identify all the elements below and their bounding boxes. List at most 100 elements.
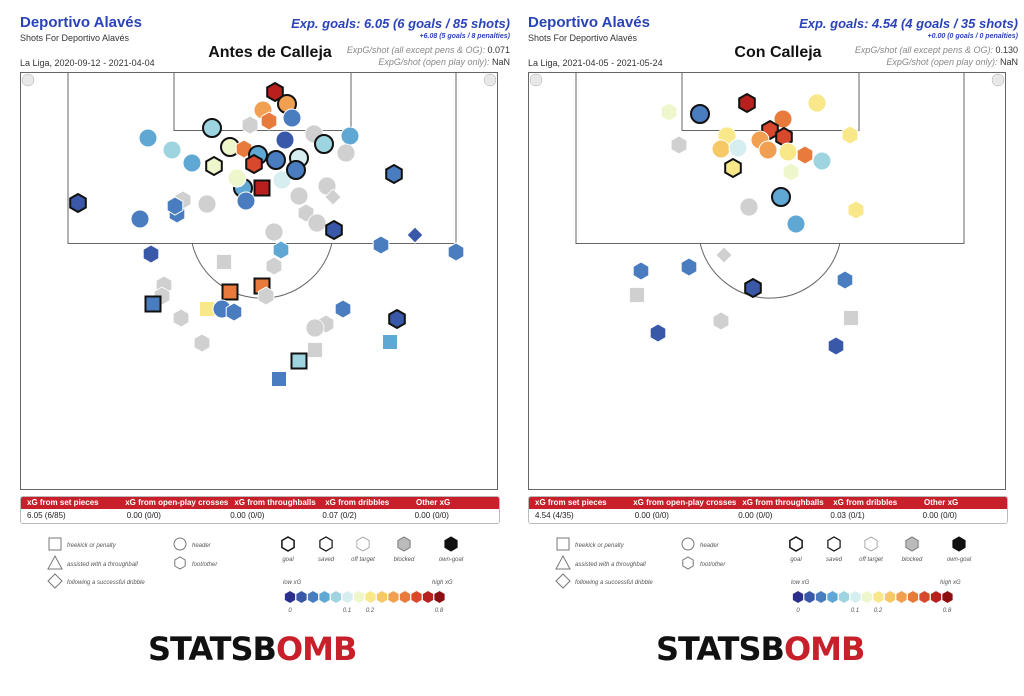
shot-marker <box>216 254 232 270</box>
shot-marker <box>771 187 791 207</box>
legend-scale-swatch <box>295 590 308 604</box>
legend-scale-swatch <box>907 590 919 604</box>
legend-outcome-saved <box>827 536 841 552</box>
shot-marker <box>782 162 800 182</box>
chart-subtitle: Shots For Deportivo Alavés <box>528 33 638 43</box>
shot-marker <box>182 153 202 173</box>
legend-scale-tick: 0.1 <box>851 608 859 614</box>
shot-marker <box>282 108 302 128</box>
legend-scale-swatch <box>861 590 873 604</box>
legend-diamond <box>47 573 63 589</box>
shot-marker <box>324 188 342 206</box>
panel-title: Antes de Calleja <box>208 44 332 61</box>
shot-marker <box>264 222 284 242</box>
legend-scale-swatch <box>341 590 354 604</box>
legend-square <box>48 537 62 551</box>
shot-marker <box>225 302 243 322</box>
legend-hex <box>174 556 186 570</box>
shot-marker <box>812 151 832 171</box>
shot-marker <box>272 240 290 260</box>
legend-shape-label: foot/other <box>700 562 726 568</box>
shot-marker <box>336 143 356 163</box>
shot-marker <box>715 246 733 264</box>
table-cell: 0.00 (0/0) <box>230 511 265 520</box>
shot-marker <box>649 323 667 343</box>
shot-marker <box>130 209 150 229</box>
shot-marker <box>796 145 814 165</box>
legend-low-label: low xG <box>791 580 810 586</box>
legend-outcome-label: saved <box>826 557 843 563</box>
statsbomb-logo: STATSBOMB <box>148 630 357 668</box>
shot-marker <box>199 301 215 317</box>
shot-marker <box>385 163 403 185</box>
panel-title: Con Calleja <box>734 44 822 61</box>
legend-shape-label: assisted with a throughball <box>67 562 138 568</box>
legend-outcome-own-goal <box>444 536 458 552</box>
shot-marker <box>738 92 756 114</box>
expg-open-label: ExpG/shot (open play only): <box>886 57 998 67</box>
legend-scale-tick: 0.2 <box>366 608 375 614</box>
legend-scale-swatch <box>918 590 931 604</box>
shot-marker <box>286 160 306 180</box>
shot-marker <box>406 226 424 244</box>
season-range: La Liga, 2020-09-12 - 2021-04-04 <box>20 58 155 68</box>
table-cell: 0.00 (0/0) <box>414 511 449 520</box>
shot-marker <box>69 192 87 214</box>
shot-marker <box>711 139 731 159</box>
legend-shape-label: freekick or penalty <box>67 543 117 549</box>
legend-high-label: high xG <box>940 580 961 586</box>
shot-marker <box>447 242 465 262</box>
legend-scale-swatch <box>792 590 804 604</box>
legend-shape-label: header <box>192 543 212 549</box>
table-cell: 0.03 (0/1) <box>830 511 865 520</box>
shot-marker <box>202 118 222 138</box>
legend-shape-label: following a successful dribble <box>67 580 145 586</box>
table-cell: 0.00 (0/0) <box>922 511 957 520</box>
legend-scale-swatch <box>364 590 377 604</box>
shot-marker <box>162 140 182 160</box>
shot-marker <box>221 283 239 301</box>
legend-outcome-blocked <box>397 536 411 552</box>
shot-marker <box>670 135 688 155</box>
legend-scale-swatch <box>284 590 296 604</box>
legend-square <box>556 537 570 551</box>
legend-outcome-off-target <box>356 536 370 552</box>
shot-marker <box>758 140 778 160</box>
chart-subtitle: Shots For Deportivo Alavés <box>20 33 130 43</box>
shot-map-panel-after: Deportivo Alavés Shots For Deportivo Ala… <box>528 0 1018 696</box>
legend-shape-label: following a successful dribble <box>575 580 653 586</box>
legend-outcome-own-goal <box>952 536 966 552</box>
pitch <box>20 72 498 490</box>
shot-marker <box>272 170 292 190</box>
legend-outcome-label: saved <box>318 557 335 563</box>
shot-marker <box>660 102 678 122</box>
legend-scale-tick: 0.1 <box>343 608 351 614</box>
table-cell: 0.00 (0/0) <box>634 511 669 520</box>
legend-scale-swatch <box>307 590 319 604</box>
legend-scale-tick: 0.8 <box>435 608 444 614</box>
table-header: xG from set pieces <box>535 498 607 507</box>
expg-open-label: ExpG/shot (open play only): <box>378 57 490 67</box>
xg-headline: Exp. goals: 6.05 (6 goals / 85 shots) <box>291 16 510 31</box>
shot-marker <box>778 142 798 162</box>
legend-scale-tick: 0 <box>796 608 800 614</box>
shot-marker <box>257 286 275 306</box>
legend-scale-tick: 0 <box>288 608 292 614</box>
shot-marker <box>827 336 845 356</box>
legend-outcome-label: own-goal <box>439 557 464 563</box>
shot-marker <box>388 308 406 330</box>
shot-marker <box>632 261 650 281</box>
legend-scale-swatch <box>826 590 839 604</box>
legend-scale-swatch <box>803 590 816 604</box>
shot-map-panel-before: Deportivo Alavés Shots For Deportivo Ala… <box>20 0 510 696</box>
legend-outcome-saved <box>319 536 333 552</box>
shot-marker <box>265 256 283 276</box>
shot-marker <box>266 81 284 103</box>
xg-headline: Exp. goals: 4.54 (4 goals / 35 shots) <box>799 16 1018 31</box>
pitch <box>528 72 1006 490</box>
team-name: Deportivo Alavés <box>20 14 142 31</box>
expg-open-value: NaN <box>999 57 1018 67</box>
shot-marker <box>307 342 323 358</box>
legend-outcome-label: blocked <box>394 557 415 563</box>
legend-triangle <box>47 554 63 570</box>
